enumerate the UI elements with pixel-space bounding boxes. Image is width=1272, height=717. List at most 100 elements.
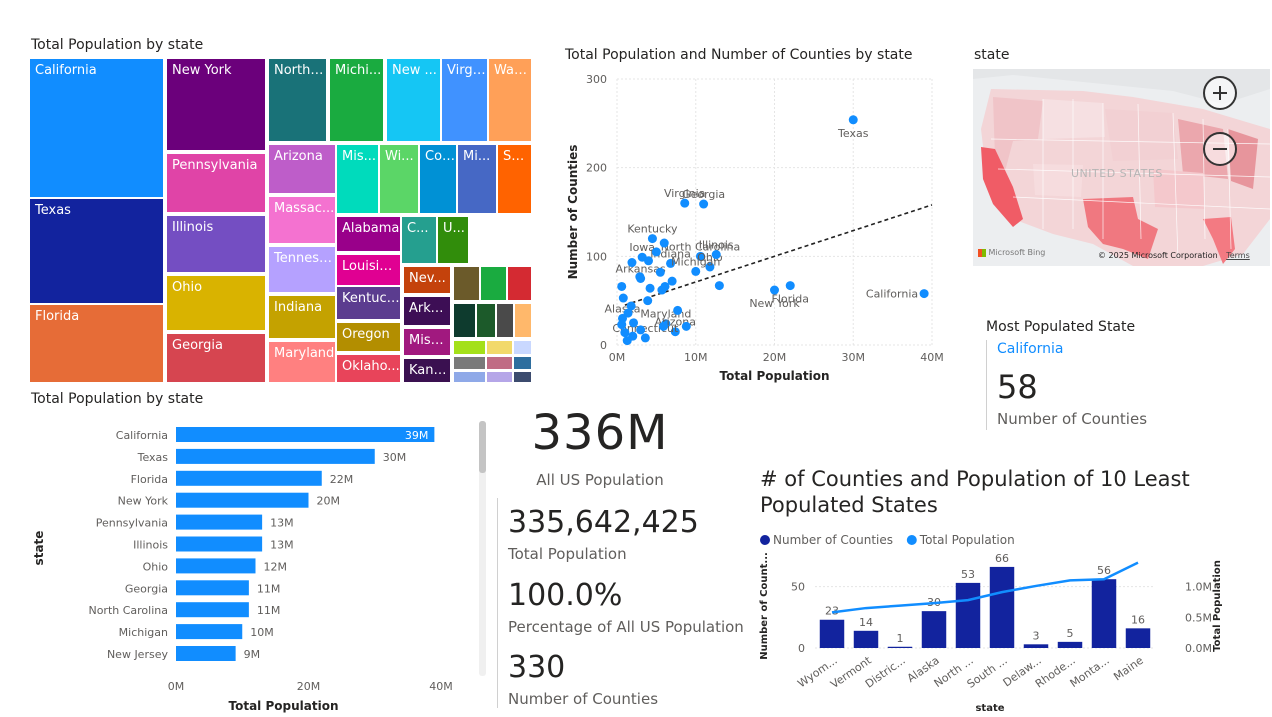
treemap-small-tile[interactable] <box>515 304 531 337</box>
treemap-tile[interactable]: California <box>30 59 163 197</box>
scatter-point[interactable] <box>659 238 669 248</box>
treemap-tile[interactable]: Tenness... <box>269 247 335 292</box>
treemap-tile[interactable]: So... <box>498 145 531 213</box>
treemap-tile[interactable]: Indiana <box>269 296 335 338</box>
combo-bar[interactable] <box>1125 628 1151 648</box>
scatter-point[interactable] <box>617 320 627 330</box>
treemap-small-tile[interactable] <box>508 267 531 300</box>
treemap-tile[interactable]: Massac... <box>269 197 335 243</box>
treemap-tile[interactable]: Mi... <box>458 145 496 213</box>
treemap-small-tile[interactable] <box>481 267 506 300</box>
bar[interactable] <box>176 427 435 442</box>
scatter-point[interactable] <box>620 328 630 338</box>
bar[interactable] <box>176 602 249 618</box>
treemap-tile[interactable]: Oklaho... <box>337 355 400 382</box>
treemap-tile[interactable]: North ... <box>269 59 326 141</box>
treemap-small-tile[interactable] <box>454 357 485 369</box>
treemap-tile[interactable]: C... <box>402 217 436 263</box>
scatter-point[interactable] <box>636 325 646 335</box>
treemap-tile[interactable]: Michi... <box>330 59 383 141</box>
treemap-tile[interactable]: Col... <box>420 145 456 213</box>
bar[interactable] <box>176 558 256 574</box>
bar[interactable] <box>176 514 263 530</box>
scatter-point[interactable] <box>644 256 653 266</box>
treemap-tile[interactable]: Illinois <box>167 216 265 272</box>
treemap-tile[interactable]: Florida <box>30 305 163 382</box>
treemap-tile[interactable]: Was... <box>489 59 531 141</box>
scatter-point[interactable] <box>626 301 636 311</box>
treemap-tile[interactable]: Oregon <box>337 323 400 351</box>
zoom-in-button[interactable] <box>1203 76 1237 110</box>
scatter-point[interactable] <box>673 305 683 315</box>
combo-bar[interactable] <box>989 566 1015 648</box>
treemap-tile[interactable]: New York <box>167 59 265 150</box>
bar[interactable] <box>176 448 375 464</box>
scatter-point[interactable] <box>670 327 680 337</box>
treemap-small-tile[interactable] <box>487 357 512 369</box>
treemap-small-tile[interactable] <box>454 267 479 300</box>
treemap-tile[interactable]: Kans... <box>404 359 450 382</box>
scatter-point[interactable] <box>635 272 645 282</box>
treemap-small-tile[interactable] <box>477 304 495 337</box>
zoom-out-button[interactable] <box>1203 132 1237 166</box>
treemap-tile[interactable]: U... <box>438 217 468 263</box>
scatter-point[interactable] <box>711 250 721 260</box>
combo-bar[interactable] <box>887 646 913 648</box>
scatter-point[interactable] <box>629 318 639 328</box>
treemap-small-tile[interactable] <box>487 372 512 382</box>
scatter-point[interactable] <box>666 258 676 268</box>
scatter-point[interactable] <box>628 331 638 341</box>
scatter-point[interactable] <box>699 199 709 209</box>
scatter-point[interactable] <box>695 251 705 261</box>
treemap-tile[interactable]: Ohio <box>167 276 265 330</box>
treemap-small-tile[interactable] <box>487 341 512 354</box>
combo-line[interactable] <box>831 561 1139 614</box>
scatter-point[interactable] <box>647 234 657 244</box>
treemap-tile[interactable]: Wi... <box>380 145 418 213</box>
terms-link[interactable]: Terms <box>1226 251 1250 260</box>
bar[interactable] <box>176 646 236 661</box>
scatter-point[interactable] <box>643 296 653 306</box>
bar[interactable] <box>176 470 322 486</box>
scatter-point[interactable] <box>667 276 677 286</box>
scatter-point[interactable] <box>627 258 637 268</box>
scatter-point[interactable] <box>705 262 715 272</box>
combo-bar[interactable] <box>1023 644 1049 648</box>
combo-bar[interactable] <box>819 619 845 648</box>
treemap-small-tile[interactable] <box>514 357 531 369</box>
scatter-point[interactable] <box>623 308 633 318</box>
combo-bar[interactable] <box>955 582 981 648</box>
scatter-point[interactable] <box>785 281 795 291</box>
scatter-point[interactable] <box>645 283 655 293</box>
legend-label[interactable]: Number of Counties <box>773 533 893 547</box>
treemap-small-tile[interactable] <box>454 341 485 354</box>
scatter-point[interactable] <box>848 115 858 125</box>
treemap-tile[interactable]: Texas <box>30 199 163 303</box>
scatter-point[interactable] <box>770 285 779 295</box>
treemap-tile[interactable]: Pennsylvania <box>167 154 265 212</box>
treemap-small-tile[interactable] <box>454 304 475 337</box>
map-visual[interactable]: UNITED STATES Microsoft Bing © 2025 Micr… <box>973 69 1270 266</box>
scatter-point[interactable] <box>640 333 650 343</box>
scatter-point[interactable] <box>681 321 691 331</box>
scatter-point[interactable] <box>655 267 665 277</box>
scatter-point[interactable] <box>691 266 701 276</box>
bar-scrollbar-thumb[interactable] <box>479 421 486 473</box>
treemap-tile[interactable]: Virgi... <box>442 59 487 141</box>
scatter-point[interactable] <box>617 281 627 291</box>
combo-bar[interactable] <box>1091 579 1117 648</box>
treemap-tile[interactable]: Arka... <box>404 297 450 325</box>
treemap-tile[interactable]: Kentucky <box>337 287 400 319</box>
scatter-point[interactable] <box>714 281 724 291</box>
bar[interactable] <box>176 580 249 596</box>
legend-label[interactable]: Total Population <box>919 533 1015 547</box>
treemap-tile[interactable]: Arizona <box>269 145 335 193</box>
treemap-small-tile[interactable] <box>514 341 531 354</box>
treemap-tile[interactable]: Mis... <box>337 145 378 213</box>
treemap-tile[interactable]: New ... <box>387 59 440 141</box>
bar[interactable] <box>176 624 243 640</box>
bar-scrollbar[interactable] <box>479 421 486 676</box>
scatter-point[interactable] <box>657 285 667 295</box>
treemap-small-tile[interactable] <box>454 372 485 382</box>
scatter-point[interactable] <box>618 293 628 303</box>
